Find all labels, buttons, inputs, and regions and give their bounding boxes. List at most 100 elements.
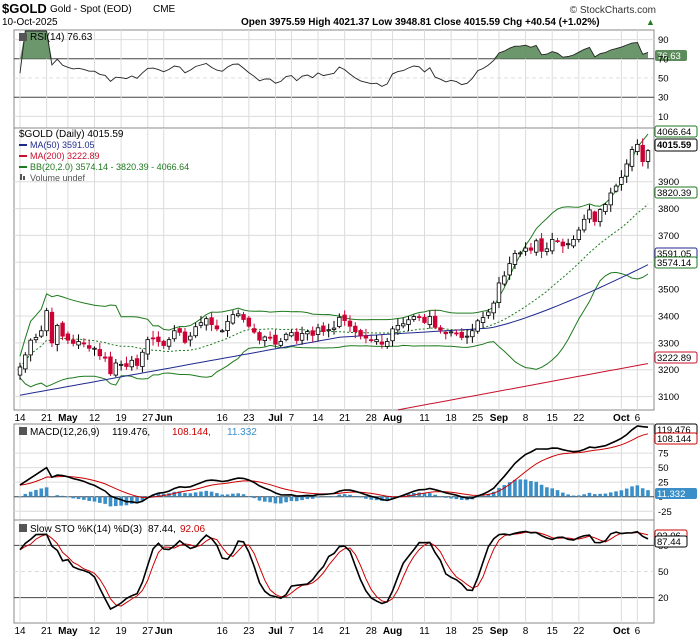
macd-histogram-bar xyxy=(231,493,235,497)
macd-histogram-bar xyxy=(284,496,288,503)
candle-body xyxy=(427,316,432,325)
candle-body xyxy=(523,247,528,252)
candle-body xyxy=(342,314,347,321)
macd-histogram-bar xyxy=(390,496,395,499)
candle-body xyxy=(502,275,507,285)
candle-body xyxy=(507,263,512,276)
svg-text:92.06: 92.06 xyxy=(180,524,205,535)
x-axis-label: 27 xyxy=(142,413,154,424)
exchange-label: CME xyxy=(153,4,176,15)
macd-histogram-bar xyxy=(342,494,347,497)
candle-body xyxy=(65,333,71,341)
price-legend: $GOLD (Daily) 4015.59 MA(50) 3591.05 MA(… xyxy=(19,129,189,183)
svg-text:4066.64: 4066.64 xyxy=(657,127,691,138)
candle-body xyxy=(225,320,230,331)
candle-body xyxy=(571,239,576,247)
candle-body xyxy=(422,316,427,323)
macd-histogram-bar xyxy=(71,496,76,499)
svg-text:76.63: 76.63 xyxy=(657,51,681,62)
svg-text:MA(50) 3591.05: MA(50) 3591.05 xyxy=(30,140,95,150)
svg-text:108.144,: 108.144, xyxy=(172,427,211,438)
rsi-line xyxy=(19,30,649,87)
candle-body xyxy=(113,362,118,376)
x-axis-label: 16 xyxy=(217,626,229,637)
macd-histogram-bar xyxy=(268,496,272,503)
bollinger-upper-band xyxy=(19,133,649,357)
candle-body xyxy=(390,328,395,342)
svg-text:3591.05: 3591.05 xyxy=(657,249,691,260)
macd-histogram-bar xyxy=(438,496,443,497)
price-candles xyxy=(17,138,651,380)
x-axis-label: 23 xyxy=(243,626,255,637)
x-axis-label: Jun xyxy=(155,413,173,424)
svg-text:3222.89: 3222.89 xyxy=(657,353,691,364)
macd-histogram-bar xyxy=(502,485,507,497)
macd-histogram-bar xyxy=(550,488,555,497)
macd-histogram-bar xyxy=(60,495,65,497)
macd-line xyxy=(19,425,649,504)
candle-body xyxy=(209,317,214,325)
instrument-name: Gold - Spot (EOD) xyxy=(50,4,132,15)
macd-histogram-bar xyxy=(156,493,161,497)
macd-histogram-bar xyxy=(534,481,539,497)
macd-histogram-bar xyxy=(427,493,432,497)
up-arrow-icon: ▲ xyxy=(646,17,655,27)
candle-body xyxy=(337,316,342,327)
macd-histogram-bar xyxy=(353,496,358,497)
candle-body xyxy=(635,143,640,152)
candle-body xyxy=(619,177,624,185)
svg-text:MA(200) 3222.89: MA(200) 3222.89 xyxy=(30,151,100,161)
macd-histogram-bar xyxy=(417,492,421,497)
candle-body xyxy=(491,302,496,314)
macd-legend: MACD(12,26,9) 119.476, 108.144, 11.332 xyxy=(19,427,257,438)
candle-body xyxy=(204,318,209,326)
price-tick-label: 3800 xyxy=(658,204,679,215)
macd-histogram-bar xyxy=(614,491,618,497)
x-axis-label: 6 xyxy=(635,413,641,424)
x-axis-label: 11 xyxy=(419,626,430,637)
candle-body xyxy=(587,209,592,220)
x-axis-label: 11 xyxy=(419,413,430,424)
macd-histogram-bar xyxy=(385,496,390,501)
chart-date: 10-Oct-2025 xyxy=(2,17,58,28)
candle-body xyxy=(156,336,161,342)
stochastic-value-tags: 92.06 87.44 xyxy=(654,529,688,548)
candle-body xyxy=(172,330,177,340)
x-axis-label: 28 xyxy=(366,413,378,424)
candle-body xyxy=(603,204,608,212)
macd-histogram-bar xyxy=(523,479,528,497)
macd-histogram-bar xyxy=(348,494,352,497)
macd-histogram-bar xyxy=(497,487,501,497)
candle-body xyxy=(230,314,236,324)
candle-body xyxy=(166,339,172,347)
candle-body xyxy=(193,326,198,337)
svg-text:87.44: 87.44 xyxy=(657,537,681,548)
candle-body xyxy=(150,337,156,340)
x-axis-label: 7 xyxy=(289,413,295,424)
macd-histogram-bar xyxy=(598,493,602,497)
candle-body xyxy=(347,320,353,327)
candle-body xyxy=(257,332,262,341)
ma50-line xyxy=(19,264,649,396)
macd-histogram-bar xyxy=(513,479,517,497)
x-axis-label: 27 xyxy=(142,626,154,637)
candle-body xyxy=(411,316,417,320)
symbol-title: $GOLD xyxy=(2,1,47,16)
macd-tick-label: 25 xyxy=(658,478,669,489)
x-axis-label: 19 xyxy=(116,413,128,424)
macd-histogram-bar xyxy=(316,496,320,498)
rsi-legend: RSI(14) 76.63 xyxy=(30,32,93,43)
candle-body xyxy=(385,341,390,347)
macd-tick-label: 75 xyxy=(658,449,669,460)
candle-body xyxy=(76,341,81,346)
stochastic-k-line xyxy=(19,530,649,611)
macd-histogram-bar xyxy=(23,493,28,497)
x-axis-label: May xyxy=(58,413,78,424)
macd-histogram-bar xyxy=(539,484,544,497)
candle-body xyxy=(550,239,555,252)
candle-body xyxy=(443,331,448,335)
rsi-tick-label: 70 xyxy=(658,54,669,65)
svg-text:3574.14: 3574.14 xyxy=(657,258,691,269)
candle-body xyxy=(134,358,140,366)
